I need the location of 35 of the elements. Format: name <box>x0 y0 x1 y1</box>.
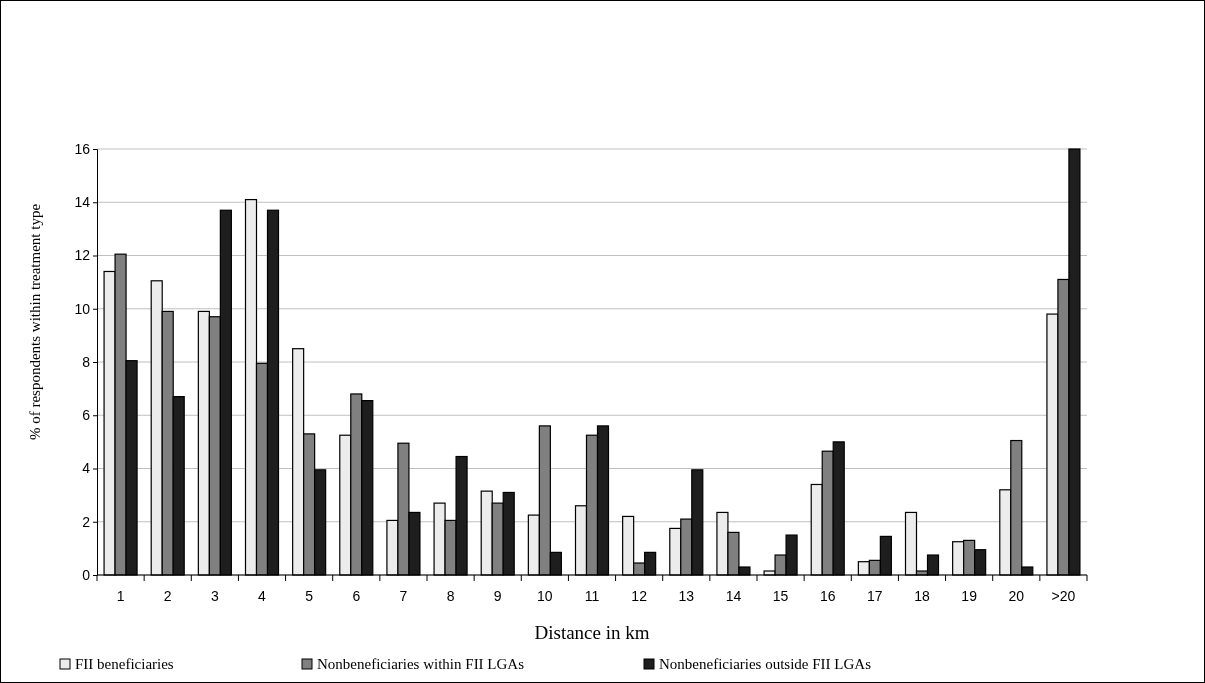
x-tick-label: 1 <box>116 588 125 604</box>
y-tick-label: 14 <box>74 194 91 211</box>
y-tick-label: 6 <box>82 407 91 424</box>
x-tick-label: 12 <box>631 588 648 604</box>
legend-label: Nonbeneficiaries outside FII LGAs <box>659 656 872 672</box>
y-axis-title: % of respondents within treatment type <box>27 203 43 441</box>
x-tick-label: 8 <box>446 588 455 604</box>
y-tick-label: 10 <box>74 300 91 317</box>
y-tick-label: 0 <box>82 566 91 583</box>
legend-label: FII beneficiaries <box>75 656 174 672</box>
x-tick-label: 11 <box>584 588 600 604</box>
x-tick-label: 2 <box>163 588 172 604</box>
y-tick-label: 8 <box>82 353 91 370</box>
x-axis-title: Distance in km <box>534 622 650 643</box>
x-tick-label: 7 <box>399 588 408 604</box>
x-tick-label: 14 <box>725 588 742 604</box>
legend-label: Nonbeneficiaries within FII LGAs <box>317 656 525 672</box>
x-tick-label: >20 <box>1051 588 1076 604</box>
y-tick-label: 12 <box>74 247 91 264</box>
y-tick-label: 4 <box>82 460 91 477</box>
y-tick-label: 16 <box>74 140 91 157</box>
x-tick-label: 18 <box>914 588 930 604</box>
x-tick-label: 3 <box>210 588 219 604</box>
x-tick-label: 5 <box>305 588 314 604</box>
x-tick-label: 17 <box>867 588 883 604</box>
x-tick-label: 15 <box>772 588 789 604</box>
x-tick-label: 16 <box>819 588 836 604</box>
x-tick-label: 13 <box>678 588 695 604</box>
x-tick-label: 4 <box>258 588 267 604</box>
y-tick-label: 2 <box>82 513 91 530</box>
x-tick-label: 19 <box>961 588 978 604</box>
x-tick-label: 6 <box>352 588 361 604</box>
x-tick-label: 10 <box>537 588 553 604</box>
x-tick-label: 9 <box>493 588 502 604</box>
x-tick-label: 20 <box>1008 588 1025 604</box>
